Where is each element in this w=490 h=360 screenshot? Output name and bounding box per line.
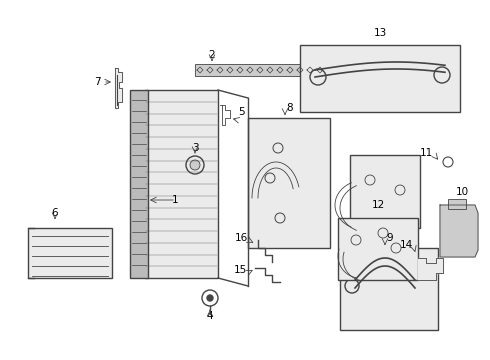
Bar	[248, 118, 330, 248]
Bar	[300, 45, 460, 112]
Text: 7: 7	[94, 77, 100, 87]
Bar	[350, 155, 420, 228]
Polygon shape	[115, 68, 122, 108]
Bar	[448, 199, 466, 209]
Text: 16: 16	[235, 233, 248, 243]
Bar	[130, 90, 148, 278]
Bar	[195, 64, 330, 76]
Text: 2: 2	[209, 50, 215, 60]
Text: 5: 5	[238, 107, 245, 117]
Text: 14: 14	[400, 240, 413, 250]
Bar	[338, 218, 418, 280]
Text: 10: 10	[455, 187, 468, 197]
Bar	[145, 90, 218, 278]
Text: 3: 3	[192, 143, 198, 153]
Text: 12: 12	[371, 200, 385, 210]
Text: 6: 6	[51, 208, 58, 218]
Bar	[340, 248, 438, 330]
Polygon shape	[440, 205, 478, 257]
Text: 15: 15	[234, 265, 247, 275]
Text: 8: 8	[287, 103, 294, 113]
Circle shape	[207, 295, 213, 301]
Text: 9: 9	[387, 233, 393, 243]
Text: 13: 13	[373, 28, 387, 38]
Text: 4: 4	[207, 311, 213, 321]
Text: 11: 11	[420, 148, 433, 158]
Text: 1: 1	[172, 195, 178, 205]
Circle shape	[190, 160, 200, 170]
Polygon shape	[418, 258, 443, 280]
Bar	[28, 228, 112, 278]
